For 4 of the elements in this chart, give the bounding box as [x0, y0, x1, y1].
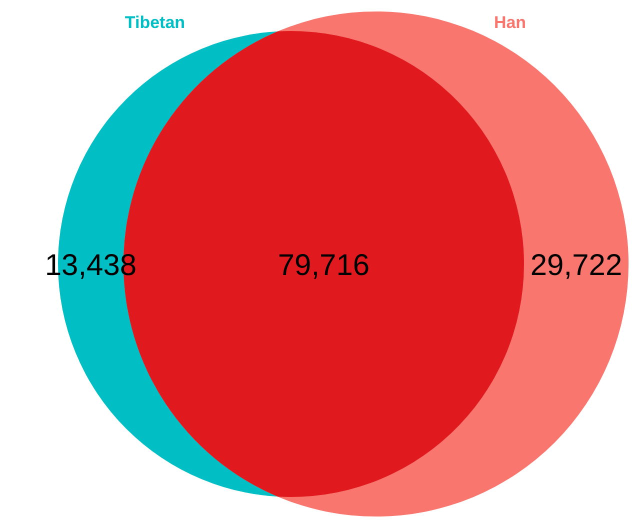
data-label: 79,716 — [278, 249, 370, 282]
category-label: Tibetan — [124, 13, 186, 32]
data-label: 29,722 — [530, 249, 622, 282]
category-label: Han — [494, 13, 526, 32]
